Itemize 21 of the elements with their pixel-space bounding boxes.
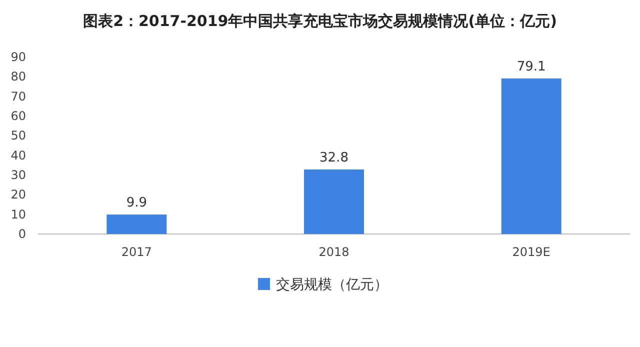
bar <box>304 169 364 234</box>
data-label: 9.9 <box>126 196 148 211</box>
data-label: 32.8 <box>320 150 348 166</box>
bar <box>501 78 562 234</box>
y-tick-label: 20 <box>10 188 26 202</box>
data-label: 79.1 <box>516 59 546 74</box>
y-tick-label: 90 <box>10 50 26 64</box>
y-tick-label: 50 <box>10 128 26 143</box>
y-tick-label: 10 <box>10 207 26 222</box>
y-tick-label: 60 <box>10 109 26 123</box>
y-tick-label: 80 <box>10 70 26 84</box>
y-tick-label: 0 <box>18 227 26 241</box>
legend-label: 交易规模（亿元） <box>276 277 388 293</box>
x-tick-label: 2018 <box>318 245 350 259</box>
x-tick-label: 2019E <box>512 245 550 259</box>
y-tick-label: 70 <box>10 89 26 104</box>
y-tick-label: 30 <box>10 168 26 182</box>
chart-title: 图表2：2017-2019年中国共享充电宝市场交易规模情况(单位：亿元) <box>83 12 557 30</box>
y-tick-label: 40 <box>10 148 26 162</box>
x-tick-label: 2017 <box>121 245 152 259</box>
bar <box>106 214 167 234</box>
